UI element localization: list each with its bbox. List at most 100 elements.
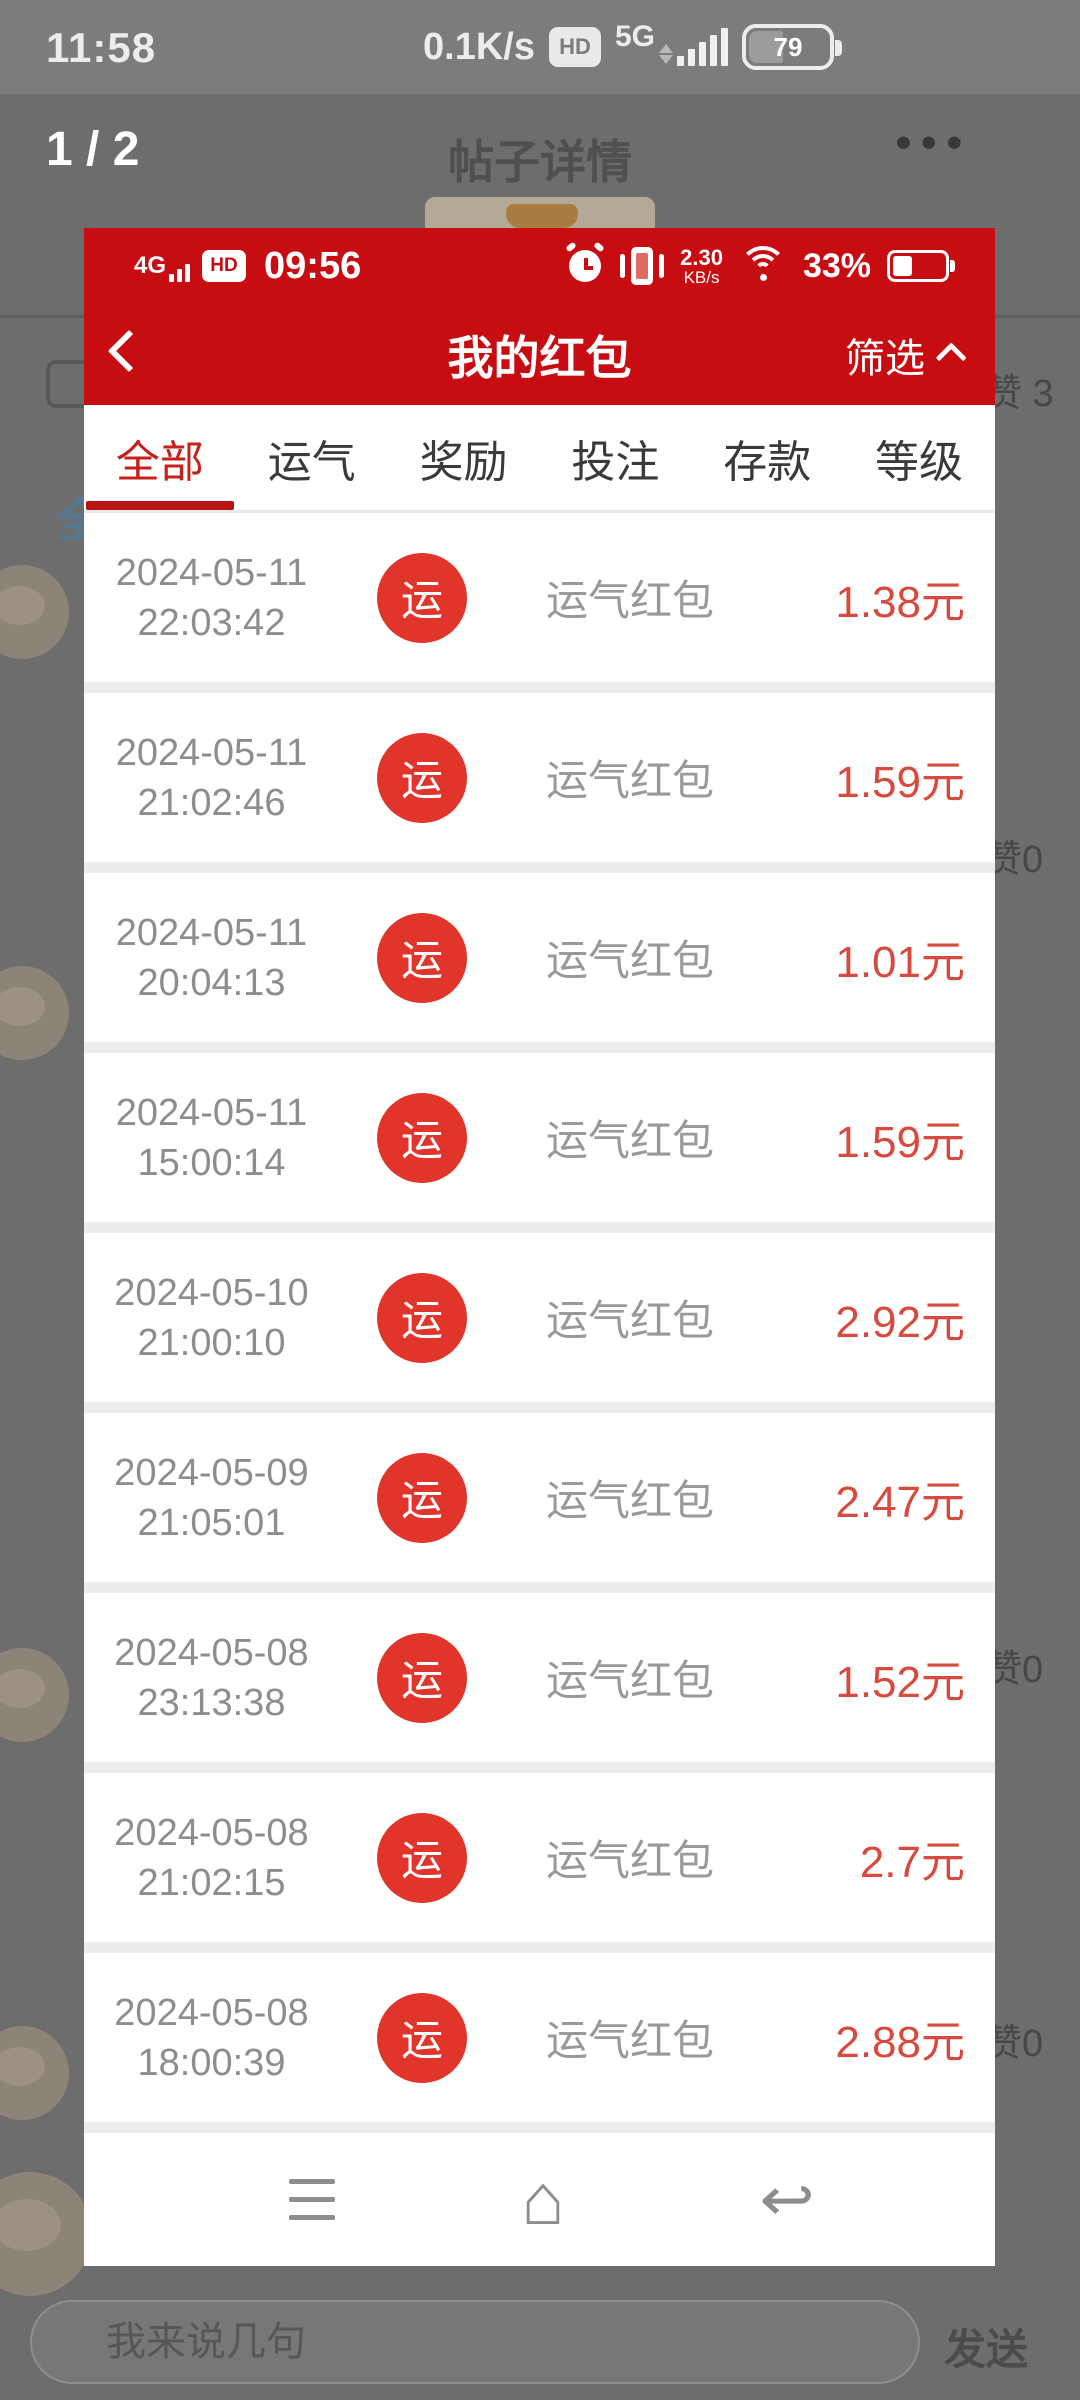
tab-all[interactable]: 全部 bbox=[84, 405, 236, 510]
network-speed: 0.1K/s bbox=[423, 25, 535, 68]
luck-badge-icon: 运 bbox=[377, 1812, 467, 1903]
record-time: 20:04:13 bbox=[137, 961, 286, 1004]
background-post-image-shape bbox=[506, 204, 578, 228]
inner-clock: 09:56 bbox=[264, 244, 362, 287]
record-list: 2024-05-11 22:03:42 运 运气红包 1.38元 2024-05-… bbox=[84, 513, 995, 2130]
data-arrows-icon bbox=[659, 44, 673, 64]
luck-badge-icon: 运 bbox=[377, 1452, 467, 1543]
record-time: 21:00:10 bbox=[137, 1321, 286, 1364]
android-nav-bar: ⌂ ↩ bbox=[84, 2130, 995, 2266]
inner-status-bar: 4G HD 09:56 2.30 KB/s bbox=[84, 228, 995, 304]
record-time: 21:05:01 bbox=[137, 1501, 286, 1544]
hd-icon: HD bbox=[548, 27, 601, 67]
tab-deposit[interactable]: 存款 bbox=[723, 437, 812, 487]
record-row[interactable]: 2024-05-10 21:00:10 运 运气红包 2.92元 bbox=[84, 1233, 995, 1402]
avatar bbox=[0, 966, 69, 1060]
record-row[interactable]: 2024-05-11 15:00:14 运 运气红包 1.59元 bbox=[84, 1053, 995, 1222]
tab-bet[interactable]: 投注 bbox=[571, 437, 660, 487]
luck-badge-icon: 运 bbox=[377, 1272, 467, 1363]
tab-reward[interactable]: 奖励 bbox=[419, 437, 508, 487]
record-date: 2024-05-08 bbox=[114, 1631, 309, 1674]
more-menu-icon[interactable]: ••• bbox=[895, 118, 972, 167]
4g-signal-icon: 4G bbox=[134, 254, 191, 282]
recent-apps-icon[interactable] bbox=[284, 2133, 340, 2266]
luck-badge-icon: 运 bbox=[377, 912, 467, 1003]
tab-luck[interactable]: 运气 bbox=[267, 437, 356, 487]
avatar bbox=[0, 2172, 92, 2296]
like-count: 赞 3 bbox=[984, 373, 1054, 415]
tab-level[interactable]: 等级 bbox=[875, 437, 964, 487]
record-amount: 1.59元 bbox=[835, 757, 965, 807]
luck-badge-icon: 运 bbox=[377, 1992, 467, 2083]
battery-icon: 79 bbox=[742, 24, 842, 70]
record-row[interactable]: 2024-05-08 21:02:15 运 运气红包 2.7元 bbox=[84, 1773, 995, 1942]
record-amount: 2.7元 bbox=[859, 1837, 965, 1887]
record-date: 2024-05-11 bbox=[115, 551, 308, 594]
record-date: 2024-05-08 bbox=[114, 1991, 309, 2034]
red-packet-header: 我的红包 筛选 bbox=[84, 304, 995, 405]
record-type: 运气红包 bbox=[545, 2017, 714, 2064]
comment-input[interactable] bbox=[30, 2300, 920, 2384]
back-nav-icon[interactable]: ↩ bbox=[759, 2165, 815, 2233]
signal-bars-icon bbox=[677, 28, 728, 66]
record-amount: 2.47元 bbox=[835, 1477, 965, 1527]
network-speed: 2.30 KB/s bbox=[680, 244, 723, 287]
page-title: 帖子详情 bbox=[448, 136, 632, 188]
record-time: 15:00:14 bbox=[137, 1141, 286, 1184]
record-type: 运气红包 bbox=[545, 937, 714, 984]
avatar bbox=[0, 1648, 69, 1742]
record-type: 运气红包 bbox=[545, 1297, 714, 1344]
wifi-icon bbox=[738, 246, 787, 286]
record-row[interactable]: 2024-05-09 21:05:01 运 运气红包 2.47元 bbox=[84, 1413, 995, 1582]
send-button[interactable]: 发送 bbox=[944, 2326, 1029, 2373]
record-date: 2024-05-11 bbox=[115, 911, 308, 954]
battery-icon bbox=[887, 250, 955, 282]
record-row[interactable]: 2024-05-08 23:13:38 运 运气红包 1.52元 bbox=[84, 1593, 995, 1762]
luck-badge-icon: 运 bbox=[377, 552, 467, 643]
record-type: 运气红包 bbox=[545, 1117, 714, 1164]
outer-status-bar: 11:58 0.1K/s HD 5G 79 bbox=[0, 0, 1080, 94]
viewed-image[interactable]: 4G HD 09:56 2.30 KB/s bbox=[84, 228, 995, 2266]
record-amount: 1.59元 bbox=[835, 1117, 965, 1167]
home-icon[interactable]: ⌂ bbox=[521, 2159, 565, 2240]
record-time: 21:02:46 bbox=[137, 781, 286, 824]
vibrate-icon bbox=[620, 244, 665, 288]
luck-badge-icon: 运 bbox=[377, 1632, 467, 1723]
chevron-up-icon bbox=[935, 341, 967, 373]
record-date: 2024-05-11 bbox=[115, 1091, 308, 1134]
viewer-topbar: 1 / 2 帖子详情 ••• bbox=[0, 94, 1080, 234]
record-amount: 1.52元 bbox=[835, 1657, 965, 1707]
record-date: 2024-05-08 bbox=[114, 1811, 309, 1854]
battery-percent: 33% bbox=[802, 246, 871, 285]
5g-signal-icon: 5G bbox=[615, 22, 728, 66]
record-time: 21:02:15 bbox=[137, 1861, 286, 1904]
record-date: 2024-05-11 bbox=[115, 731, 308, 774]
record-row[interactable]: 2024-05-11 22:03:42 运 运气红包 1.38元 bbox=[84, 513, 995, 682]
record-amount: 2.88元 bbox=[835, 2017, 965, 2067]
status-icons-cluster: 0.1K/s HD 5G 79 bbox=[423, 0, 842, 94]
image-page-indicator: 1 / 2 bbox=[46, 123, 140, 176]
record-time: 22:03:42 bbox=[137, 601, 286, 644]
record-amount: 1.38元 bbox=[835, 577, 965, 627]
record-time: 23:13:38 bbox=[137, 1681, 286, 1724]
filter-tabs: 全部 运气 奖励 投注 存款 等级 bbox=[84, 405, 995, 513]
record-type: 运气红包 bbox=[545, 1837, 714, 1884]
avatar bbox=[0, 2026, 69, 2120]
record-type: 运气红包 bbox=[545, 1477, 714, 1524]
record-type: 运气红包 bbox=[545, 757, 714, 804]
luck-badge-icon: 运 bbox=[377, 1092, 467, 1183]
filter-button[interactable]: 筛选 bbox=[845, 304, 967, 405]
alarm-icon bbox=[565, 241, 605, 285]
screen-title: 我的红包 bbox=[447, 331, 632, 384]
record-time: 18:00:39 bbox=[137, 2041, 286, 2084]
record-amount: 2.92元 bbox=[835, 1297, 965, 1347]
record-row[interactable]: 2024-05-08 18:00:39 运 运气红包 2.88元 bbox=[84, 1953, 995, 2122]
record-row[interactable]: 2024-05-11 20:04:13 运 运气红包 1.01元 bbox=[84, 873, 995, 1042]
record-type: 运气红包 bbox=[545, 1657, 714, 1704]
luck-badge-icon: 运 bbox=[377, 732, 467, 823]
comment-bar: 发送 bbox=[0, 2288, 1080, 2400]
record-type: 运气红包 bbox=[545, 577, 714, 624]
record-date: 2024-05-09 bbox=[114, 1451, 309, 1494]
record-row[interactable]: 2024-05-11 21:02:46 运 运气红包 1.59元 bbox=[84, 693, 995, 862]
